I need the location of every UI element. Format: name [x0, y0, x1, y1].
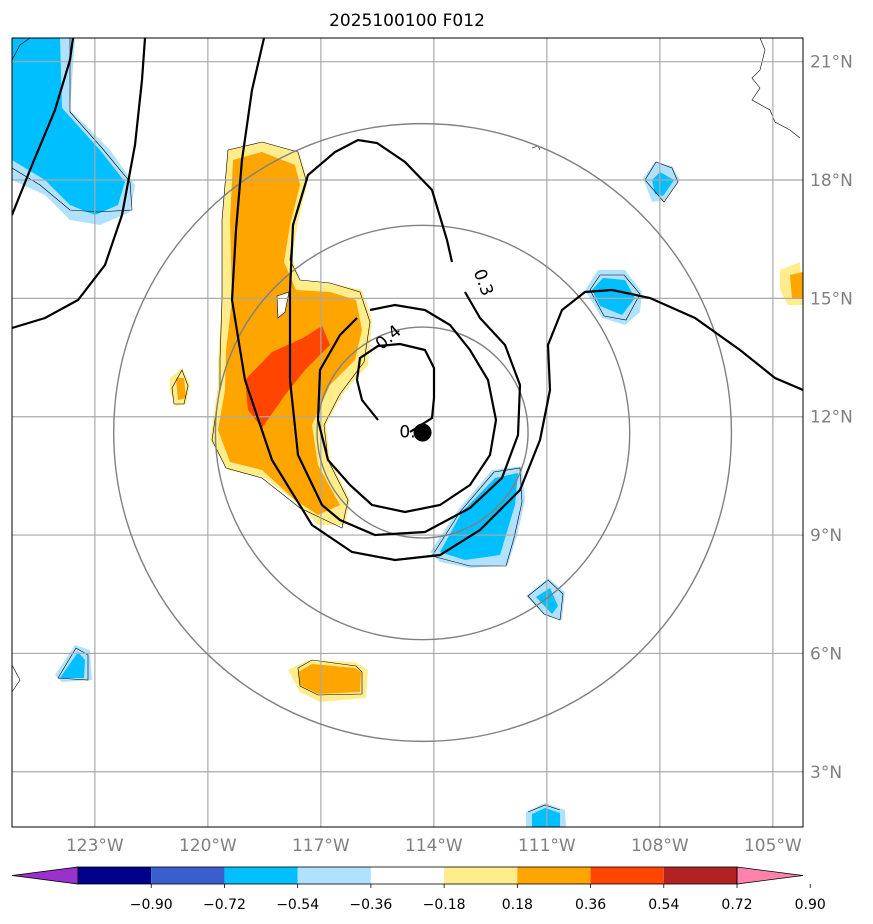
- outline-south-dot: [297, 659, 363, 696]
- shade-orange-east: [790, 272, 803, 298]
- colorbar-frame: [77, 866, 738, 885]
- outline-east-dot: [171, 369, 189, 405]
- lon-tick-label-5: 108°W: [631, 836, 689, 856]
- lat-tick-label-0: 3°N: [810, 763, 842, 783]
- colorbar-tick-label-7: 0.54: [648, 897, 679, 913]
- colorbar-tick-label-4: −0.18: [423, 897, 466, 913]
- shading-layer: [12, 38, 803, 827]
- contour-label-2: 0.: [399, 423, 415, 443]
- contour-label-1: 0.4: [372, 321, 406, 354]
- storm-center-marker: [413, 423, 432, 442]
- colorbar-tick-label-3: −0.36: [349, 897, 392, 913]
- contour-line-3: [230, 38, 803, 562]
- shade-blue-nw-inner: [12, 38, 125, 215]
- lat-tick-label-5: 18°N: [810, 171, 853, 191]
- colorbar-segment-8: [663, 867, 737, 884]
- outline-west-edge: [12, 664, 21, 693]
- lat-tick-label-6: 21°N: [810, 53, 853, 73]
- lon-tick-label-4: 111°W: [518, 836, 576, 856]
- shade-blue-ne-inner: [592, 278, 635, 315]
- contour-line-0-4: [316, 303, 498, 514]
- map-area: 0.3 0.4 0.: [12, 38, 803, 827]
- colorbar-extend-low: [11, 866, 79, 885]
- lon-tick-label-3: 114°W: [405, 836, 463, 856]
- shade-red-core: [245, 326, 330, 428]
- colorbar-segment-2: [224, 867, 298, 884]
- colorbar-segment-5: [444, 867, 518, 884]
- colorbar-tick-label-5: 0.18: [502, 897, 533, 913]
- colorbar-tick-label-1: −0.72: [203, 897, 246, 913]
- colorbar-segment-4: [370, 867, 445, 884]
- lon-tick-label-1: 120°W: [179, 836, 237, 856]
- colorbar-tick-label-2: −0.54: [276, 897, 319, 913]
- chart-title: 2025100100 F012: [329, 11, 485, 31]
- outline-ne: [589, 274, 641, 321]
- colorbar-segment-7: [590, 867, 664, 884]
- shade-blue-se-inner: [440, 473, 518, 560]
- shade-orange-south: [298, 664, 361, 694]
- lon-tick-label-2: 117°W: [292, 836, 350, 856]
- map-frame: [11, 37, 804, 828]
- range-ring-0: [316, 326, 529, 539]
- shade-blue-north-inner: [652, 172, 674, 196]
- lon-tick-label-6: 105°W: [744, 836, 802, 856]
- colorbar: −0.90 −0.72 −0.54 −0.36 −0.18 0.18 0.36 0.54 0.7…: [11, 866, 826, 913]
- outline-south: [527, 804, 561, 813]
- range-ring-2: [113, 122, 733, 743]
- range-rings: [113, 122, 733, 743]
- contour-line-0-5: [355, 342, 436, 433]
- contour-label-0: 0.3: [469, 266, 497, 298]
- coastline-nw: [12, 38, 31, 61]
- lon-tick-label-0: 123°W: [66, 836, 124, 856]
- longitude-tick-labels: 123°W 120°W 117°W 114°W 111°W 108°W 105°W: [66, 836, 802, 856]
- contour-line-1: [12, 38, 75, 216]
- outline-north: [644, 161, 679, 203]
- contour-line-0-3: [288, 138, 522, 537]
- colorbar-tick-label-8: 0.72: [721, 897, 752, 913]
- colorbar-tick-label-6: 0.36: [575, 897, 606, 913]
- outline-sw: [57, 647, 89, 681]
- colorbar-segment-6: [517, 867, 591, 884]
- shade-orange-dot: [176, 378, 186, 400]
- colorbar-tick-label-9: 0.90: [795, 897, 826, 913]
- contour-layer: [12, 38, 803, 562]
- shade-blue-sw-inner: [60, 652, 85, 678]
- shade-blue-south-inner: [532, 808, 560, 827]
- lat-tick-label-3: 12°N: [810, 408, 853, 428]
- coastline-ne: [708, 38, 801, 139]
- colorbar-tick-label-0: −0.90: [130, 897, 173, 913]
- lat-tick-label-1: 6°N: [810, 644, 842, 664]
- range-ring-1: [214, 224, 631, 641]
- lat-tick-label-4: 15°N: [810, 289, 853, 309]
- outline-blue-nw: [12, 38, 133, 213]
- colorbar-segment-1: [151, 867, 225, 884]
- contour-line-2: [12, 38, 147, 330]
- outline-mid: [527, 579, 564, 621]
- latitude-tick-labels: 3°N 6°N 9°N 12°N 15°N 18°N 21°N: [810, 53, 853, 783]
- colorbar-extend-high: [736, 866, 804, 885]
- colorbar-segment-3: [297, 867, 371, 884]
- colorbar-segment-0: [78, 867, 152, 884]
- lat-tick-label-2: 9°N: [810, 526, 842, 546]
- outline-se: [431, 467, 523, 567]
